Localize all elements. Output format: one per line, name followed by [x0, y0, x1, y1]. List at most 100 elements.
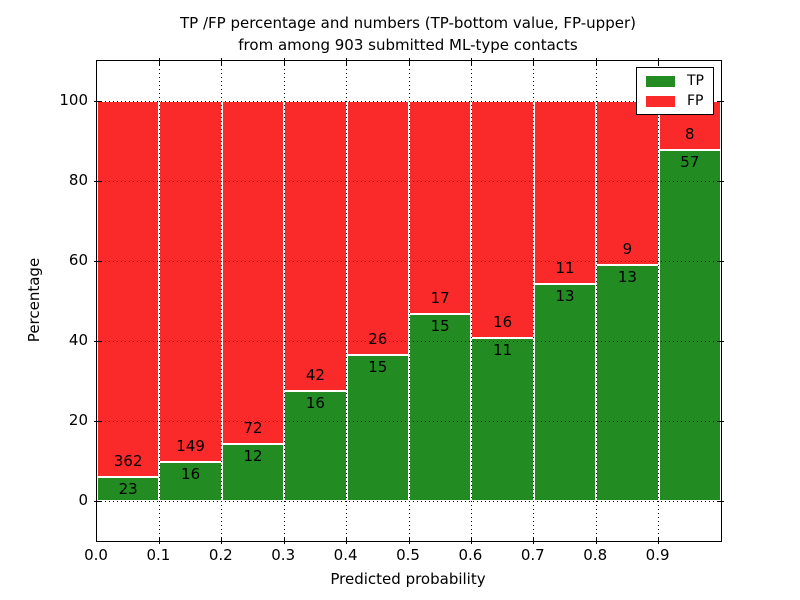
tick-mark-top — [408, 58, 410, 65]
bar-segment-tp — [221, 443, 285, 501]
bar-segment-fp — [221, 101, 285, 444]
bar-count-label-tp: 16 — [305, 393, 325, 412]
chart-title: TP /FP percentage and numbers (TP-bottom… — [88, 12, 728, 56]
legend-swatch-fp — [646, 95, 675, 107]
tick-mark-left — [94, 180, 101, 182]
bar-count-label-fp: 11 — [555, 259, 575, 278]
bar-segment-fp — [596, 101, 659, 265]
bar-count-label-fp: 17 — [430, 288, 450, 307]
legend-swatch-tp — [646, 75, 675, 87]
gridline-v — [221, 61, 223, 541]
tick-mark-bottom — [658, 537, 660, 544]
y-tick-label: 0 — [78, 491, 88, 509]
bar-count-label-fp: 149 — [176, 437, 205, 456]
tick-mark-bottom — [221, 537, 223, 544]
bar-segment-tp — [409, 313, 472, 501]
gridline-v — [346, 61, 348, 541]
y-tick-label: 60 — [68, 251, 88, 269]
tick-mark-top — [470, 58, 472, 65]
bar-count-label-fp: 72 — [243, 418, 263, 437]
y-tick-label: 20 — [68, 411, 88, 429]
legend-label: TP — [687, 73, 704, 89]
bar-count-label-tp: 16 — [181, 465, 201, 484]
tick-mark-left — [94, 340, 101, 342]
tick-mark-top — [595, 58, 597, 65]
bar-count-label-tp: 11 — [493, 341, 513, 360]
tick-mark-bottom — [283, 537, 285, 544]
tick-mark-top — [158, 58, 160, 65]
bar-count-label-tp: 15 — [368, 357, 388, 376]
bar-count-label-fp: 42 — [305, 365, 325, 384]
bar-count-label-tp: 15 — [430, 316, 450, 335]
y-axis-label: Percentage — [25, 257, 43, 343]
bar-count-label-tp: 23 — [118, 480, 138, 499]
bar-count-label-fp: 362 — [113, 452, 143, 471]
tick-mark-bottom — [533, 537, 535, 544]
tick-mark-right — [717, 260, 724, 262]
tick-mark-left — [94, 500, 101, 502]
tick-mark-right — [717, 340, 724, 342]
chart-title-line2: from among 903 submitted ML-type contact… — [238, 36, 578, 54]
bar-segment-tp — [159, 462, 222, 501]
tick-mark-right — [717, 420, 724, 422]
bar-segment-fp — [159, 101, 222, 463]
gridline-v — [408, 61, 410, 541]
x-tick-label: 0.3 — [271, 546, 296, 564]
gridline-v — [595, 61, 597, 541]
bar-segment-fp — [346, 101, 409, 355]
bar-segment-fp — [97, 101, 160, 478]
gridline-v — [470, 61, 472, 541]
bar-count-label-fp: 9 — [622, 239, 633, 258]
bar-count-label-fp: 26 — [368, 329, 388, 348]
bar-count-label-fp: 8 — [685, 125, 695, 144]
bar-segment-tp — [284, 390, 347, 501]
tick-mark-top — [658, 58, 660, 65]
tick-mark-left — [94, 420, 101, 422]
x-tick-label: 0.8 — [583, 546, 608, 564]
bar-segment-tp — [346, 354, 409, 501]
x-tick-label: 0.0 — [84, 546, 108, 564]
tick-mark-bottom — [470, 537, 472, 544]
x-tick-label: 0.1 — [146, 546, 171, 564]
x-tick-label: 0.5 — [396, 546, 420, 564]
bar-segment-tp — [471, 338, 534, 501]
bar-segment-fp — [533, 101, 597, 285]
legend-label: FP — [687, 93, 704, 109]
bar-segment-tp — [533, 284, 597, 501]
x-tick-label: 0.7 — [520, 546, 545, 564]
x-tick-label: 0.6 — [458, 546, 483, 564]
tick-mark-left — [94, 100, 101, 102]
bar-count-label-fp: 16 — [493, 313, 513, 332]
bar-segment-tp — [658, 150, 721, 501]
gridline-v — [283, 61, 285, 541]
bar-count-label-tp: 57 — [680, 153, 700, 172]
x-tick-label: 0.4 — [333, 546, 358, 564]
tick-mark-right — [717, 500, 724, 502]
x-axis-label: Predicted probability — [330, 570, 486, 588]
bar-segment-fp — [284, 101, 347, 391]
tick-mark-bottom — [595, 537, 597, 544]
gridline-v — [158, 61, 160, 541]
tick-mark-bottom — [408, 537, 410, 544]
bar-segment-tp — [97, 477, 160, 501]
bar-count-label-tp: 13 — [555, 287, 575, 306]
x-tick-label: 0.2 — [208, 546, 233, 564]
gridline-v — [533, 61, 535, 541]
plot-area: 362 23 149 16 72 12 42 16 26 15 17 15 16 11 11 13 9 13 8 57… — [94, 58, 724, 544]
tick-mark-right — [717, 180, 724, 182]
x-tick-label: 0.9 — [645, 546, 670, 564]
gridline-v — [658, 61, 660, 541]
y-tick-label: 80 — [68, 171, 88, 189]
bar-segment-fp — [471, 101, 534, 339]
bar-segment-tp — [596, 264, 659, 501]
tick-mark-top — [346, 58, 348, 65]
tick-mark-top — [221, 58, 223, 65]
tick-mark-right — [717, 100, 724, 102]
legend-row: FP — [646, 94, 704, 108]
chart-title-line1: TP /FP percentage and numbers (TP-bottom… — [180, 14, 636, 32]
bar-count-label-tp: 13 — [617, 267, 637, 286]
legend: TP FP — [636, 67, 714, 115]
bar-segment-fp — [409, 101, 472, 314]
bar-count-label-tp: 12 — [243, 446, 263, 465]
